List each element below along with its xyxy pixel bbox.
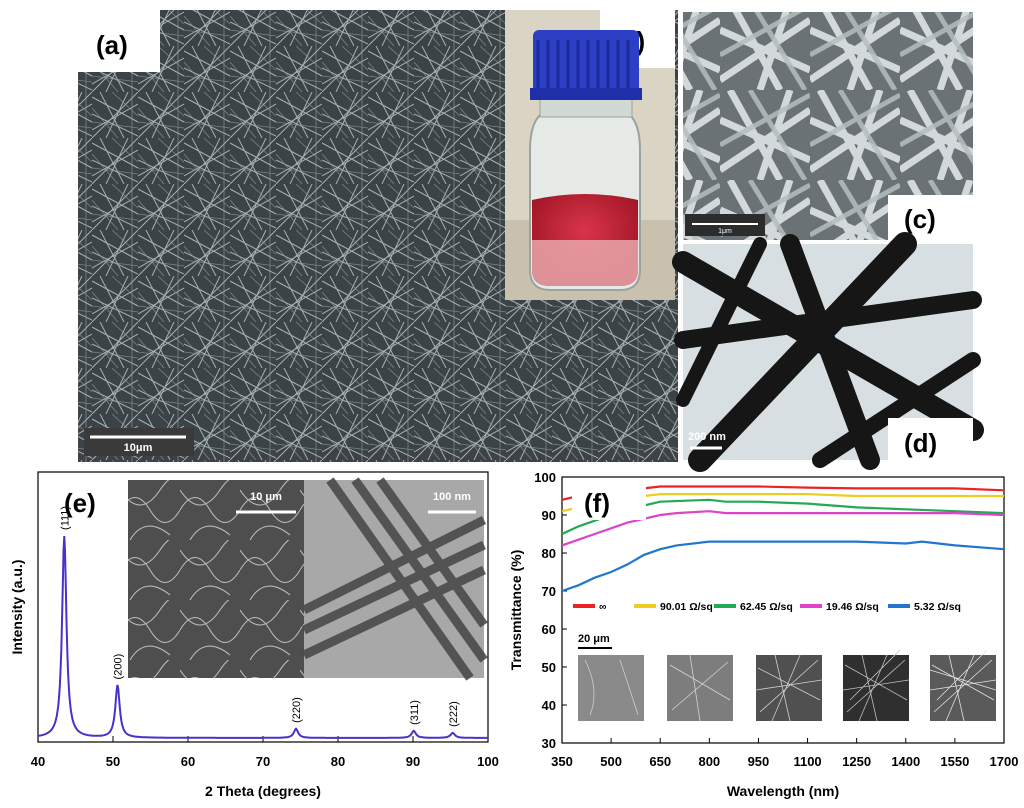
x-tick-label-e: 80 xyxy=(331,754,345,769)
scalebar-text-a: 10μm xyxy=(124,442,153,454)
y-axis-title-f: Transmittance (%) xyxy=(508,550,524,671)
legend-label: 62.45 Ω/sq xyxy=(740,601,793,613)
x-tick-label-e: 70 xyxy=(256,754,270,769)
panel-label-a: (a) xyxy=(96,30,128,60)
legend-label: ∞ xyxy=(599,601,607,613)
peak-label: (200) xyxy=(113,654,125,680)
panel-label-c: (c) xyxy=(904,204,936,234)
x-tick-label-e: 60 xyxy=(181,754,195,769)
x-tick-label-e: 40 xyxy=(31,754,45,769)
peak-label: (111) xyxy=(59,506,71,530)
x-tick-label-f: 950 xyxy=(748,754,770,769)
scalebar-box-a xyxy=(84,428,194,456)
x-tick-label-f: 1400 xyxy=(891,754,920,769)
label-background-d xyxy=(888,418,973,460)
x-axis-e: 40 50 60 70 80 90 100 xyxy=(31,736,499,769)
panel-f: 350 500 650 800 950 1100 1250 1400 1550 1700 30 40 5… xyxy=(508,470,1018,799)
peak-label: (220) xyxy=(291,697,303,723)
x-tick-label-f: 350 xyxy=(551,754,573,769)
sem-inset-2 xyxy=(667,655,733,721)
panel-label-e: (e) xyxy=(64,488,96,518)
x-tick-label-e: 100 xyxy=(477,754,499,769)
y-axis-title-e: Intensity (a.u.) xyxy=(9,560,25,655)
y-tick-label-f: 70 xyxy=(542,584,556,599)
legend-label: 19.46 Ω/sq xyxy=(826,601,879,613)
x-tick-label-e: 90 xyxy=(406,754,420,769)
y-tick-label-f: 100 xyxy=(534,470,556,485)
y-tick-label-f: 40 xyxy=(542,698,556,713)
peak-label: (222) xyxy=(448,701,460,727)
x-tick-label-f: 500 xyxy=(600,754,622,769)
x-tick-label-f: 1550 xyxy=(940,754,969,769)
y-tick-label-f: 30 xyxy=(542,736,556,751)
legend-f: ∞ 90.01 Ω/sq 62.45 Ω/sq 19.46 Ω/sq 5.32 Ω/sq xyxy=(573,601,961,613)
scalebar-text-d: 200 nm xyxy=(688,431,726,443)
label-background-f xyxy=(572,480,646,520)
y-tick-label-f: 60 xyxy=(542,622,556,637)
bottle-illustration xyxy=(529,30,642,291)
sem-inset-1 xyxy=(578,655,644,721)
inset-left-e: 10 μm xyxy=(128,480,304,678)
x-tick-label-f: 650 xyxy=(649,754,671,769)
panel-label-f: (f) xyxy=(584,488,610,518)
x-tick-label-e: 50 xyxy=(106,754,120,769)
x-tick-label-f: 1700 xyxy=(990,754,1019,769)
panel-d: 200 nm (d) xyxy=(672,232,984,472)
inset-scalebar-text-f: 20 μm xyxy=(578,633,610,645)
y-tick-label-f: 50 xyxy=(542,660,556,675)
axes-f: 350 500 650 800 950 1100 1250 1400 1550 1700 30 40 5… xyxy=(534,470,1018,769)
panel-label-d: (d) xyxy=(904,428,937,458)
label-background-a xyxy=(78,10,160,72)
panel-e: 10 μm 100 nm 40 50 60 70 80 90 100 (111)(200)(… xyxy=(9,471,499,799)
peak-labels-e: (111) (200) (220) (311) (222) xyxy=(59,506,460,727)
panel-b: (b) xyxy=(505,10,675,300)
legend-label: 90.01 Ω/sq xyxy=(660,601,713,613)
panel-c: 1μm (c) xyxy=(683,12,973,240)
plot-frame-f xyxy=(561,476,1005,744)
inset-sem-image-e xyxy=(128,480,304,678)
inset-scalebar-text-right: 100 nm xyxy=(433,491,471,503)
x-tick-label-f: 1250 xyxy=(842,754,871,769)
legend-label: 5.32 Ω/sq xyxy=(914,601,961,613)
peak-label: (311) xyxy=(409,700,421,725)
x-tick-label-f: 1100 xyxy=(793,754,821,769)
series-line-4 xyxy=(561,510,1005,547)
inset-scalebar-text-left: 10 μm xyxy=(250,491,282,503)
x-tick-label-f: 800 xyxy=(698,754,720,769)
series-line-5 xyxy=(561,540,1005,593)
y-tick-label-f: 80 xyxy=(542,546,556,561)
sem-inset-row-f: 20 μm xyxy=(578,633,997,722)
xrd-pattern-line xyxy=(37,535,488,739)
scalebar-text-c: 1μm xyxy=(718,228,732,235)
x-axis-title-f: Wavelength (nm) xyxy=(727,783,839,799)
y-tick-label-f: 90 xyxy=(542,508,556,523)
x-axis-title-e: 2 Theta (degrees) xyxy=(205,783,321,799)
inset-right-e: 100 nm xyxy=(301,477,488,681)
